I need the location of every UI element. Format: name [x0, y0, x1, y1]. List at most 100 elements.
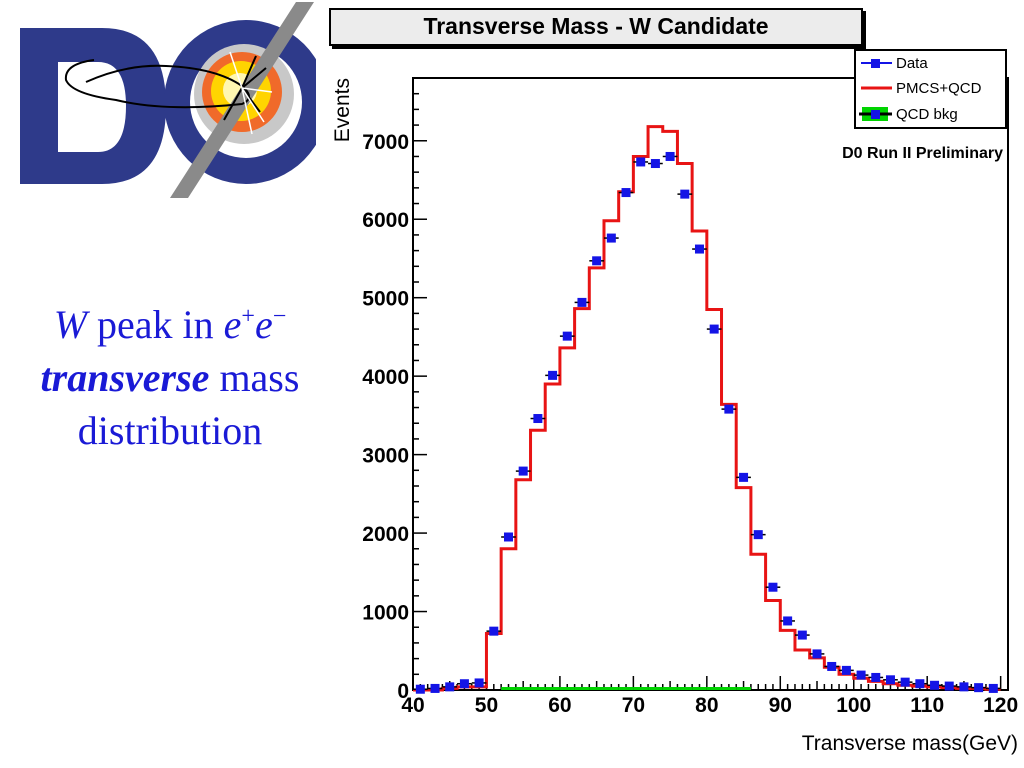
chart-title: Transverse Mass - W Candidate	[329, 8, 863, 46]
data-point	[694, 244, 704, 254]
qcd-bin	[692, 687, 707, 690]
x-tick-label: 40	[401, 694, 424, 717]
data-point	[974, 683, 984, 693]
legend-qcd-label: QCD bkg	[896, 106, 958, 123]
x-tick-label: 120	[983, 694, 1018, 717]
x-tick-label: 90	[769, 694, 792, 717]
x-tick-label: 80	[695, 694, 718, 717]
data-point	[650, 159, 660, 169]
y-tick-label: 0	[397, 680, 409, 703]
caption-transverse: transverse	[40, 355, 210, 400]
data-point	[577, 297, 587, 307]
qcd-bin	[633, 687, 649, 690]
data-point	[680, 189, 690, 199]
qcd-bin	[706, 687, 722, 690]
qcd-bin	[515, 687, 531, 690]
data-point	[445, 682, 455, 692]
data-point	[518, 466, 528, 476]
data-point	[709, 324, 719, 334]
y-tick-label: 4000	[362, 366, 409, 389]
y-tick-label: 7000	[362, 131, 409, 154]
data-point	[533, 414, 543, 424]
data-point	[474, 678, 484, 688]
data-point	[900, 677, 910, 687]
data-point	[739, 472, 749, 482]
data-point	[812, 649, 822, 659]
data-point	[430, 683, 440, 693]
data-point	[827, 661, 837, 671]
y-tick-label: 2000	[362, 523, 409, 546]
caption-e2: e	[254, 302, 273, 347]
data-point	[768, 582, 778, 592]
data-point	[915, 679, 925, 689]
preliminary-annotation: D0 Run II Preliminary	[842, 145, 1003, 162]
data-point	[988, 683, 998, 693]
qcd-bin	[603, 687, 619, 690]
qcd-bin	[648, 687, 663, 690]
data-point	[944, 681, 954, 691]
data-point	[959, 682, 969, 692]
data-point	[621, 188, 631, 198]
x-tick-label: 70	[622, 694, 645, 717]
qcd-bin	[574, 687, 590, 690]
legend-entry-data: Data	[861, 55, 928, 72]
caption-mass: mass	[209, 355, 300, 400]
qcd-bin	[721, 687, 737, 690]
qcd-bin	[545, 687, 560, 690]
legend-data-label: Data	[896, 55, 928, 72]
data-point	[885, 675, 895, 685]
legend-entry-pmcs: PMCS+QCD	[861, 80, 982, 97]
data-point	[592, 256, 602, 266]
y-tick-label: 1000	[362, 602, 409, 625]
caption-line-2: transverse mass	[0, 351, 340, 404]
d0-logo	[20, 2, 316, 198]
x-tick-label: 50	[475, 694, 498, 717]
caption-line-3: distribution	[77, 408, 263, 453]
data-point	[665, 151, 675, 161]
data-point	[459, 679, 469, 689]
caption-peak-in: peak in	[87, 302, 224, 347]
caption-e1: e	[223, 302, 242, 347]
plot-frame	[412, 77, 1009, 691]
legend-data-marker	[871, 59, 880, 68]
data-point	[841, 665, 851, 675]
data-point	[503, 532, 513, 542]
caption-plus: +	[241, 303, 255, 330]
legend-entry-qcd: QCD bkg	[859, 106, 958, 123]
qcd-bin	[662, 687, 678, 690]
legend: Data PMCS+QCD QCD bkg	[854, 49, 1007, 129]
y-tick-label: 3000	[362, 445, 409, 468]
x-axis-title: Transverse mass(GeV)	[802, 732, 1018, 755]
qcd-bin	[559, 687, 575, 690]
qcd-bin	[530, 687, 546, 690]
caption-w: W	[53, 302, 88, 347]
data-point	[489, 626, 499, 636]
caption: W peak in e+e− transverse mass distribut…	[0, 298, 340, 457]
x-tick-label: 60	[548, 694, 571, 717]
qcd-bin	[736, 687, 751, 690]
qcd-bin	[501, 687, 516, 690]
x-tick-label: 100	[836, 694, 871, 717]
y-axis-title: Events	[331, 78, 354, 142]
legend-qcd-marker	[871, 110, 880, 119]
legend-pmcs-label: PMCS+QCD	[896, 80, 982, 97]
data-point	[783, 616, 793, 626]
data-point	[753, 530, 763, 540]
data-point	[606, 233, 616, 243]
data-point	[871, 672, 881, 682]
qcd-bin	[589, 687, 604, 690]
y-tick-label: 5000	[362, 288, 409, 311]
caption-minus: −	[272, 303, 287, 330]
y-tick-label: 6000	[362, 209, 409, 232]
qcd-bin	[618, 687, 634, 690]
pmcs-histogram	[413, 125, 1001, 692]
data-point	[636, 157, 646, 167]
data-point	[930, 680, 940, 690]
caption-line-1: W peak in e+e−	[0, 298, 340, 351]
data-point	[415, 684, 425, 694]
data-point	[548, 370, 558, 380]
qcd-bin	[677, 687, 693, 690]
data-point	[797, 630, 807, 640]
data-point	[856, 670, 866, 680]
